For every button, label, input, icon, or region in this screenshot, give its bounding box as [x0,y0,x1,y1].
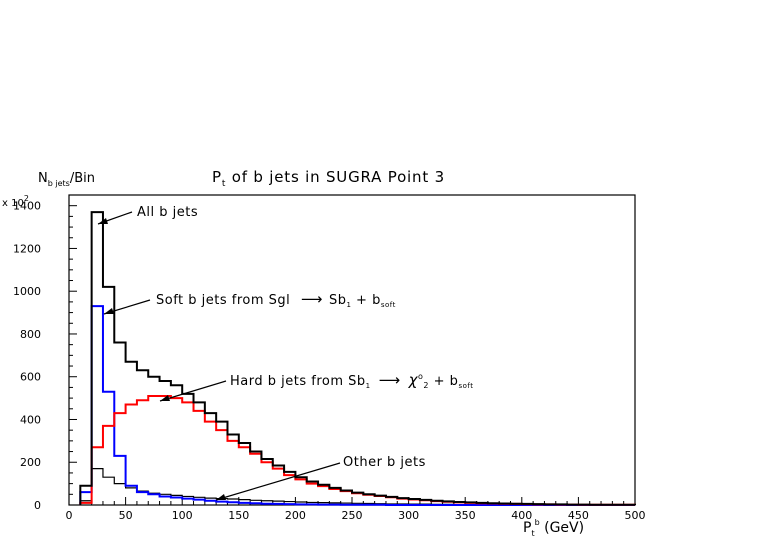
annotation-hard-b-jets: Hard b jets from Sb1 ⟶ χo2 + bsoft [159,371,473,402]
y-tick-label: 1200 [13,242,41,255]
y-tick-label: 1400 [13,200,41,213]
series-soft-b-jets [79,305,635,506]
x-tick-label: 250 [342,509,363,522]
series-other-b-jets [79,468,635,506]
annotation-all-b-jets: All b jets [97,205,198,225]
chart-title: Pt of b jets in SUGRA Point 3 [212,168,445,189]
x-tick-label: 150 [228,509,249,522]
axis-ticks: 0 50 100 150 200 250 300 350 400 450 500 0 200 400 600… [13,200,646,522]
y-tick-label: 400 [20,413,41,426]
annotation-arrowhead [216,494,226,500]
y-tick-label: 0 [34,499,41,512]
histogram-series [79,211,636,506]
annotation-arrow [215,462,341,501]
x-tick-label: 300 [398,509,419,522]
x-tick-label: 450 [568,509,589,522]
y-tick-label: 1000 [13,285,41,298]
y-axis-multiplier: x 102 [2,194,29,209]
x-tick-label: 0 [66,509,73,522]
annotation-label-all: All b jets [137,205,198,220]
y-tick-label: 600 [20,371,41,384]
annotation-arrow [159,380,227,402]
y-axis-label: Nb jets/Bin [38,171,95,188]
y-tick-label: 800 [20,328,41,341]
x-tick-label: 100 [172,509,193,522]
annotation-arrowhead [104,308,114,314]
y-tick-label: 200 [20,456,41,469]
annotation-label-hard: Hard b jets from Sb1 ⟶ χo2 + bsoft [230,371,473,390]
series-hard-b-jets [79,394,636,506]
x-tick-label: 350 [455,509,476,522]
annotation-arrowhead [160,395,170,401]
annotation-label-soft: Soft b jets from Sgl ⟶ Sb1 + bsoft [156,290,396,309]
annotation-label-other: Other b jets [343,455,426,470]
x-tick-label: 200 [285,509,306,522]
series-all-b-jets [79,211,636,506]
annotation-other-b-jets: Other b jets [215,455,426,501]
x-tick-label: 50 [119,509,133,522]
annotation-soft-b-jets: Soft b jets from Sgl ⟶ Sb1 + bsoft [103,290,396,315]
x-tick-label: 500 [625,509,646,522]
x-tick-label: 400 [511,509,532,522]
annotation-arrowhead [98,218,108,224]
